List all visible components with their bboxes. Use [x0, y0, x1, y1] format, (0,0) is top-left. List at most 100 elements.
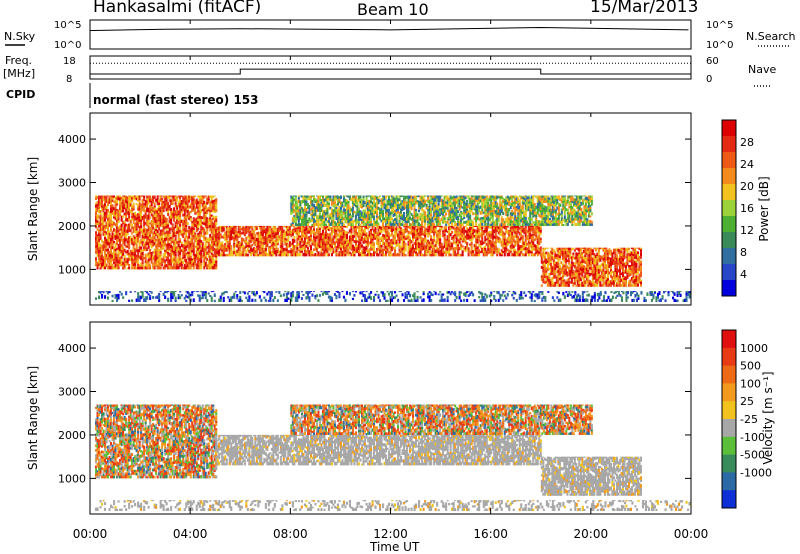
- echo-cell: [389, 250, 392, 255]
- echo-cell: [350, 215, 353, 218]
- echo-cell: [606, 284, 609, 287]
- echo-cell: [466, 230, 469, 234]
- echo-cell: [362, 248, 365, 252]
- echo-cell: [300, 216, 303, 219]
- echo-cell: [321, 248, 324, 251]
- echo-cell: [309, 213, 312, 216]
- echo-cell: [230, 245, 233, 248]
- echo-cell: [255, 250, 258, 254]
- echo-cell: [119, 246, 122, 249]
- echo-cell: [102, 206, 105, 211]
- echo-cell: [503, 244, 506, 247]
- echo-cell: [107, 259, 110, 264]
- echo-cell: [546, 247, 549, 249]
- echo-cell: [110, 213, 113, 217]
- echo-cell: [323, 210, 326, 214]
- echo-cell: [371, 235, 374, 239]
- echo-cell: [379, 244, 382, 247]
- echo-cell: [425, 242, 428, 246]
- echo-cell: [351, 253, 354, 257]
- echo-cell: [329, 222, 332, 226]
- echo-cell: [530, 242, 533, 246]
- echo-cell: [500, 226, 503, 229]
- echo-cell: [314, 198, 317, 201]
- echo-cell: [300, 234, 303, 239]
- echo-cell: [263, 238, 266, 242]
- echo-cell: [545, 258, 548, 261]
- echo-cell: [320, 240, 323, 244]
- echo-cell: [171, 223, 174, 226]
- echo-cell: [119, 197, 122, 201]
- echo-cell: [599, 281, 602, 284]
- echo-cell: [123, 212, 126, 216]
- echo-cell: [185, 229, 188, 233]
- echo-cell: [467, 234, 470, 238]
- echo-cell: [98, 206, 101, 209]
- echo-cell: [281, 236, 284, 239]
- echo-cell: [341, 235, 344, 239]
- echo-cell: [123, 254, 126, 258]
- echo-cell: [587, 266, 590, 270]
- echo-cell: [338, 196, 341, 199]
- echo-cell: [171, 260, 174, 264]
- echo-cell: [380, 239, 383, 242]
- echo-cell: [270, 241, 273, 245]
- echo-cell: [294, 203, 297, 207]
- echo-cell: [439, 250, 442, 253]
- echo-cell: [195, 220, 198, 223]
- echo-cell: [359, 203, 362, 206]
- echo-cell: [122, 202, 125, 206]
- echo-cell: [320, 206, 323, 210]
- echo-cell: [224, 245, 227, 250]
- echo-cell: [233, 237, 236, 240]
- echo-cell: [569, 253, 572, 257]
- echo-cell: [192, 206, 195, 210]
- echo-cell: [359, 200, 362, 204]
- echo-cell: [460, 243, 463, 247]
- echo-cell: [356, 240, 359, 243]
- echo-cell: [339, 250, 342, 253]
- echo-cell: [542, 272, 545, 276]
- echo-cell: [141, 205, 144, 209]
- echo-cell: [216, 250, 219, 255]
- echo-cell: [167, 213, 170, 216]
- echo-cell: [590, 270, 593, 273]
- echo-cell: [561, 279, 564, 283]
- echo-cell: [603, 264, 606, 267]
- echo-cell: [484, 247, 487, 251]
- echo-cell: [431, 225, 434, 227]
- echo-cell: [141, 261, 144, 264]
- echo-cell: [451, 225, 454, 227]
- echo-cell: [179, 213, 182, 218]
- echo-cell: [173, 250, 176, 254]
- echo-cell: [185, 221, 188, 225]
- echo-cell: [305, 253, 308, 257]
- echo-cell: [505, 230, 508, 234]
- echo-cell: [156, 213, 159, 217]
- echo-cell: [364, 233, 367, 236]
- echo-cell: [357, 223, 360, 226]
- echo-cell: [356, 198, 359, 203]
- echo-cell: [611, 270, 614, 274]
- echo-cell: [530, 234, 533, 237]
- echo-cell: [155, 254, 158, 258]
- echo-cell: [403, 225, 406, 228]
- echo-cell: [204, 209, 207, 212]
- echo-cell: [272, 245, 275, 248]
- echo-cell: [267, 252, 270, 257]
- echo-cell: [315, 244, 318, 248]
- echo-cell: [182, 244, 185, 248]
- echo-cell: [303, 249, 306, 253]
- echo-cell: [314, 222, 317, 226]
- echo-cell: [300, 250, 303, 253]
- echo-cell: [255, 247, 258, 250]
- echo-cell: [101, 216, 104, 220]
- echo-cell: [147, 223, 150, 226]
- echo-cell: [131, 241, 134, 245]
- echo-cell: [188, 244, 191, 248]
- echo-cell: [440, 225, 443, 228]
- echo-cell: [276, 238, 279, 241]
- echo-cell: [357, 196, 360, 200]
- echo-cell: [554, 272, 557, 275]
- echo-cell: [539, 229, 542, 233]
